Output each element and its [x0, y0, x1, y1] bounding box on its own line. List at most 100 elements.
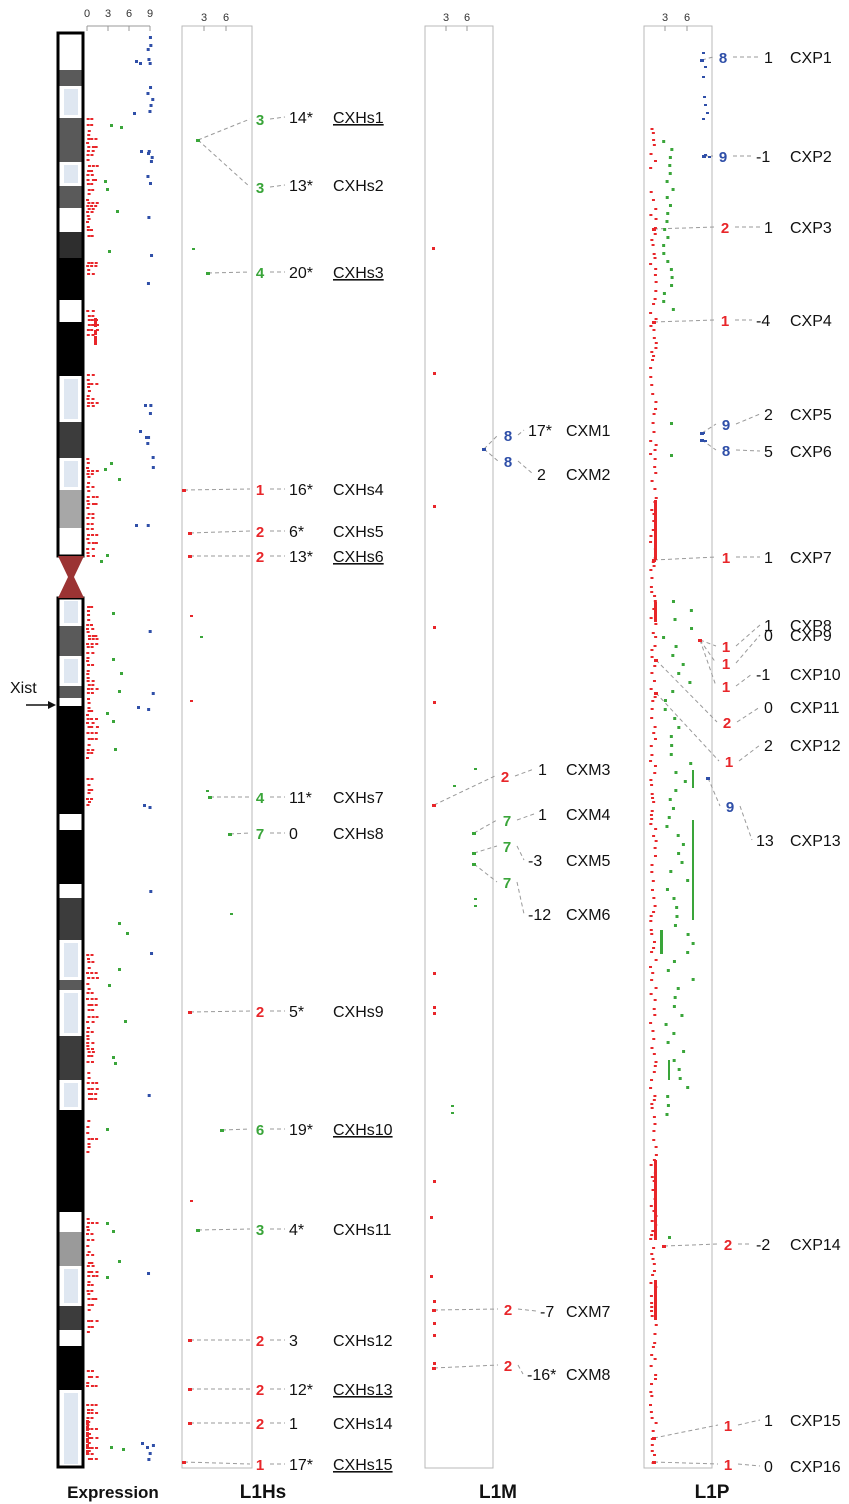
chromosome-band: [59, 422, 83, 458]
locus-point: [651, 393, 655, 395]
locus-point: [665, 1113, 669, 1116]
expression-point: [146, 48, 150, 51]
chromosome-band: [59, 980, 83, 990]
expression-point: [87, 390, 91, 392]
locus-name: CXM7: [566, 1304, 611, 1321]
locus-point: [652, 897, 656, 899]
expression-point: [91, 486, 95, 488]
leader-line: [655, 692, 720, 762]
locus-score: 19*: [289, 1122, 313, 1139]
expression-point: [146, 524, 150, 527]
locus-point: [652, 565, 656, 567]
locus-point: [691, 942, 695, 945]
expression-point: [148, 806, 152, 809]
l1m-title: L1M: [479, 1482, 517, 1503]
expression-point: [91, 722, 95, 724]
expression-point: [91, 684, 95, 686]
expression-point: [91, 1298, 95, 1300]
class-number: 8: [504, 428, 512, 445]
locus-point: [653, 298, 657, 300]
expression-point: [86, 179, 90, 181]
locus-name: CXP3: [790, 220, 832, 237]
leader-line: [663, 1243, 719, 1247]
expression-point: [86, 523, 90, 525]
locus-point: [651, 1189, 655, 1191]
expression-point: [112, 1056, 115, 1059]
locus-point: [654, 828, 658, 830]
locus-cluster: [692, 770, 694, 788]
locus-name: CXP2: [790, 149, 832, 166]
locus-point: [649, 325, 653, 327]
locus-point: [650, 864, 654, 866]
l1hs-title: L1Hs: [240, 1482, 286, 1503]
expression-point: [147, 150, 151, 153]
expression-point: [86, 657, 90, 659]
locus-point: [708, 156, 711, 158]
expression-point: [91, 652, 95, 654]
locus-point: [433, 1006, 436, 1009]
expression-point: [90, 1428, 94, 1430]
locus-point: [704, 154, 707, 156]
expression-point: [87, 324, 91, 326]
expression-point: [86, 221, 90, 223]
locus-score: 1: [538, 762, 547, 779]
locus-score: 5*: [289, 1004, 304, 1021]
expression-point: [149, 86, 153, 89]
chromosome-band: [59, 1330, 83, 1346]
expression-point: [86, 1382, 90, 1384]
locus-point: [691, 978, 695, 981]
locus-score: 16*: [289, 482, 313, 499]
expression-point: [86, 954, 90, 956]
expression-point: [94, 1098, 98, 1100]
locus-score: 0: [289, 826, 298, 843]
expression-point: [87, 476, 91, 478]
locus-point: [671, 600, 675, 603]
locus-point: [650, 672, 654, 674]
expression-point: [87, 1442, 91, 1444]
locus-point: [433, 701, 436, 704]
expression-point: [95, 324, 99, 326]
locus-point: [650, 1315, 654, 1317]
expression-point: [147, 708, 151, 711]
expression-point: [94, 138, 98, 140]
locus-point: [704, 440, 707, 442]
expression-point: [86, 1370, 90, 1372]
expression-point: [140, 150, 143, 153]
expression-point: [137, 706, 140, 709]
expression-point: [100, 560, 103, 563]
locus-point: [649, 1295, 653, 1297]
expression-point: [95, 1275, 99, 1277]
locus-point: [649, 1164, 653, 1166]
expression-point: [87, 1284, 91, 1286]
expression-point: [86, 1404, 90, 1406]
locus-point: [650, 649, 654, 651]
chromosome-band: [59, 830, 83, 884]
locus-point: [706, 112, 709, 114]
locus-point: [650, 818, 654, 820]
locus-point: [649, 745, 653, 747]
locus-score: 3: [289, 1333, 298, 1350]
expression-point: [86, 159, 90, 161]
expression-point: [144, 404, 147, 407]
expression-point: [91, 398, 95, 400]
locus-point: [653, 274, 657, 276]
expression-point: [86, 1226, 90, 1228]
expression-point: [118, 922, 121, 925]
expression-point: [95, 383, 99, 385]
expression-point: [95, 1271, 99, 1273]
locus-point: [669, 735, 673, 738]
locus-point: [652, 1099, 656, 1101]
locus-score: 11*: [289, 790, 312, 807]
expression-point: [86, 778, 90, 780]
expression-point: [90, 183, 94, 185]
locus-point: [196, 139, 200, 142]
locus-point: [649, 1365, 653, 1367]
locus-point: [653, 227, 657, 229]
leader-line: [653, 1461, 719, 1465]
locus-score: 1: [764, 618, 773, 635]
class-number: 2: [504, 1302, 512, 1319]
expression-point: [141, 1442, 144, 1445]
expression-point: [91, 310, 95, 312]
leader-line: [735, 634, 761, 664]
expression-point: [86, 150, 90, 152]
